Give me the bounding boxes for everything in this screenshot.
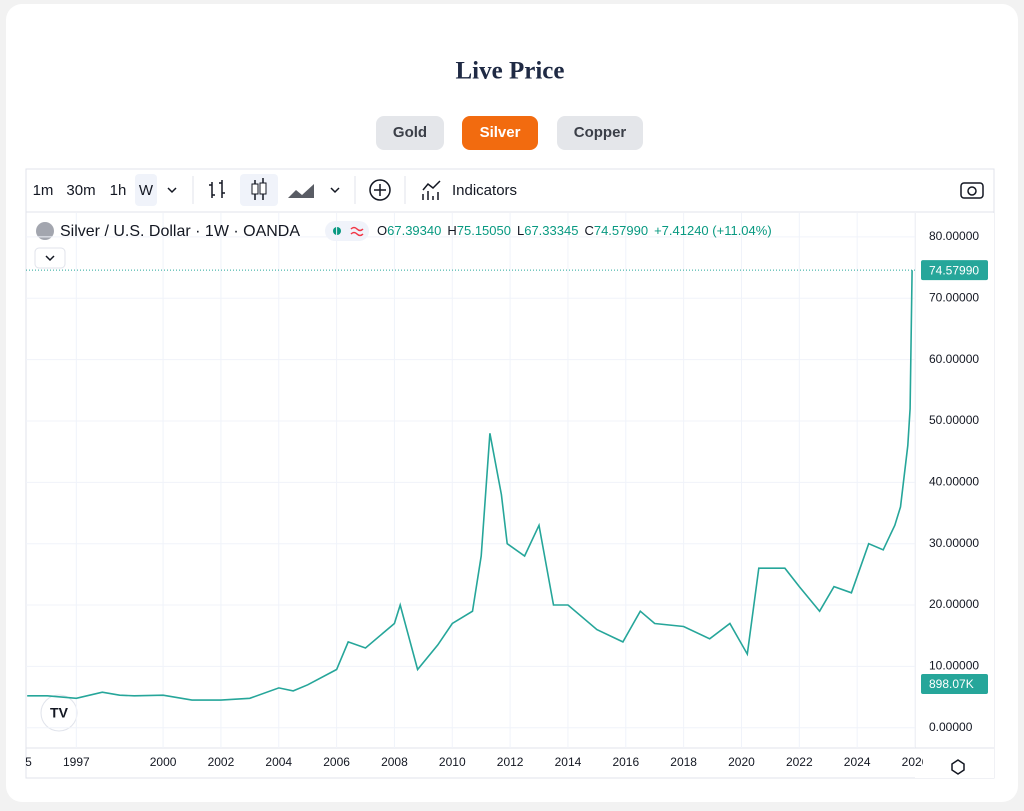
x-tick-label: 2006 (323, 755, 350, 769)
candles-active-bg (240, 174, 278, 206)
dropdown-icon[interactable] (330, 187, 340, 194)
y-tick-label: 50.00000 (929, 413, 979, 427)
interval-active-bg (135, 174, 157, 206)
ohlc: O67.39340 H75.15050 L67.33345 C74.57990 +7.4… (377, 223, 772, 238)
y-tick-label: 10.00000 (929, 659, 979, 673)
interval-button[interactable]: 1m (33, 182, 54, 199)
tab-label: Silver (480, 124, 521, 141)
volume-label: 898.07K (929, 677, 974, 691)
tab-label: Copper (574, 124, 627, 141)
ohlc-key: H (447, 223, 456, 238)
snapshot-lens (967, 186, 977, 196)
y-tick-label: 0.00000 (929, 720, 973, 734)
indicators-icon[interactable] (422, 180, 441, 200)
x-tick-label: 2014 (555, 755, 582, 769)
volume-tag (921, 674, 988, 694)
interval-button[interactable]: W (139, 182, 154, 199)
x-tick-label: 2010 (439, 755, 466, 769)
x-tick-label: 2020 (728, 755, 755, 769)
tab-button[interactable] (462, 116, 538, 150)
y-tick-label: 60.00000 (929, 352, 979, 366)
change: +7.41240 (+11.04%) (654, 223, 772, 238)
add-icon-plus (374, 184, 386, 196)
y-tick-label: 40.00000 (929, 475, 979, 489)
legend-toggle[interactable] (34, 247, 66, 269)
x-tick-label: 2026 (902, 755, 929, 769)
x-tick-label: 2002 (208, 755, 235, 769)
candles-icon-body (251, 183, 259, 195)
tab-label: Gold (393, 124, 427, 141)
settings-icon[interactable] (951, 759, 965, 775)
page-title: Live Price (456, 58, 565, 85)
ohlc-value: 75.15050 (457, 223, 511, 238)
ohlc-value: 67.39340 (387, 223, 441, 238)
x-tick-label: 2022 (786, 755, 813, 769)
symbol-name: Silver / U.S. Dollar · 1W · OANDA (60, 223, 300, 240)
snapshot-icon[interactable] (960, 182, 984, 199)
x-tick-label: 1997 (63, 755, 90, 769)
indicators-button[interactable]: Indicators (452, 182, 517, 199)
interval-button[interactable]: 30m (66, 182, 95, 199)
delayed-icon (350, 226, 364, 237)
x-tick-label: 2012 (497, 755, 524, 769)
tv-logo (40, 694, 78, 732)
x-tick-label: 2024 (844, 755, 871, 769)
y-tick-label: 30.00000 (929, 536, 979, 550)
last-price-label: 74.57990 (929, 263, 979, 277)
ohlc-key: C (584, 223, 593, 238)
x-tick-label: 2008 (381, 755, 408, 769)
bars-icon[interactable] (209, 180, 225, 198)
symbol-logo (36, 222, 54, 240)
x-tick-label: 2016 (612, 755, 639, 769)
tv-logo-mark: TV (50, 705, 69, 721)
x-tick-label: 2000 (150, 755, 177, 769)
y-tick-label: 20.00000 (929, 597, 979, 611)
tab-button[interactable] (376, 116, 444, 150)
x-tick-label: 2018 (670, 755, 697, 769)
tab-button[interactable] (557, 116, 643, 150)
ohlc-value: 67.33345 (524, 223, 578, 238)
x-tick-label: 1995 (5, 755, 32, 769)
legend-toggle-icon (45, 255, 55, 262)
x-tick-label: 2004 (265, 755, 292, 769)
ohlc-key: L (517, 223, 524, 238)
ohlc-key: O (377, 223, 387, 238)
interval-button[interactable]: 1h (110, 182, 127, 199)
dropdown-icon[interactable] (167, 187, 177, 194)
x-axis: 1995 1997 2000 2002 2004 2006 2008 2010 2012 2014… (5, 755, 929, 769)
y-tick-label: 80.00000 (929, 229, 979, 243)
ohlc-value: 74.57990 (594, 223, 648, 238)
candles-icon-body (259, 182, 267, 195)
last-price-tag (921, 260, 988, 281)
legend: Silver / U.S. Dollar · 1W · OANDA (60, 223, 300, 240)
status-pill (325, 221, 369, 241)
y-tick-label: 70.00000 (929, 290, 979, 304)
add-icon[interactable] (369, 179, 391, 201)
plot (26, 213, 915, 748)
price-line (27, 270, 913, 701)
area-icon[interactable] (288, 184, 314, 198)
